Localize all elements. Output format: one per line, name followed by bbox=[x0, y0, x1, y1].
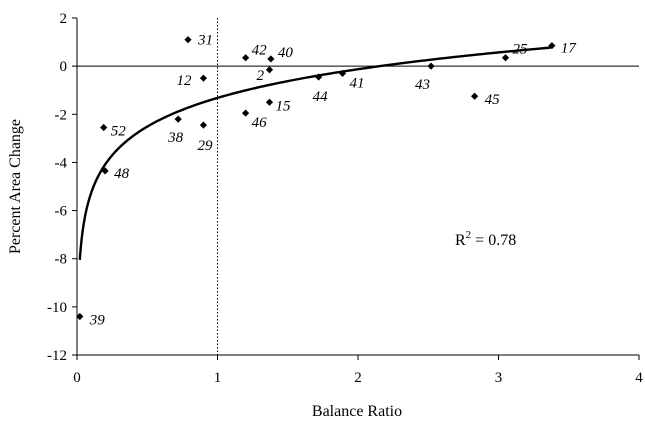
point-label-41: 41 bbox=[350, 75, 365, 91]
x-tick-label: 1 bbox=[214, 370, 222, 386]
r-squared-annotation: R2 = 0.78 bbox=[455, 229, 516, 249]
data-points bbox=[76, 36, 556, 321]
point-label-52: 52 bbox=[111, 124, 127, 140]
point-label-42: 42 bbox=[252, 43, 268, 59]
y-tick-label: -10 bbox=[47, 300, 67, 316]
y-tick-label: -2 bbox=[55, 107, 68, 123]
point-marker-41 bbox=[338, 69, 347, 77]
point-label-15: 15 bbox=[275, 98, 291, 114]
point-label-12: 12 bbox=[176, 73, 192, 89]
y-tick-label: -4 bbox=[55, 155, 68, 171]
point-marker-40 bbox=[267, 55, 275, 63]
point-marker-17 bbox=[548, 42, 556, 50]
point-marker-2 bbox=[265, 66, 274, 74]
trendline-group bbox=[78, 46, 551, 260]
point-label-46: 46 bbox=[252, 115, 268, 131]
point-marker-38 bbox=[174, 115, 182, 123]
point-label-2: 2 bbox=[256, 68, 264, 84]
point-label-38: 38 bbox=[167, 130, 184, 146]
y-tick-label: -8 bbox=[55, 252, 68, 268]
axes: 20-2-4-6-8-10-120 1 2 3 4 bbox=[47, 11, 643, 386]
point-marker-44 bbox=[315, 73, 323, 81]
x-tick-label: 2 bbox=[354, 370, 362, 386]
reference-lines bbox=[77, 18, 639, 355]
point-label-31: 31 bbox=[197, 33, 213, 49]
point-label-48: 48 bbox=[114, 166, 130, 182]
point-marker-15 bbox=[265, 98, 274, 106]
point-marker-39 bbox=[76, 312, 84, 321]
point-label-43: 43 bbox=[415, 77, 430, 93]
point-marker-46 bbox=[242, 109, 250, 117]
y-tick-label: -6 bbox=[55, 204, 68, 220]
point-label-25: 25 bbox=[513, 42, 529, 58]
point-label-39: 39 bbox=[89, 312, 106, 328]
point-marker-52 bbox=[100, 123, 108, 132]
point-label-29: 29 bbox=[197, 138, 213, 154]
y-tick-label: 2 bbox=[60, 11, 68, 27]
point-label-44: 44 bbox=[313, 89, 329, 105]
point-marker-12 bbox=[199, 74, 208, 82]
point-label-45: 45 bbox=[485, 92, 501, 108]
x-tick-label: 0 bbox=[73, 370, 81, 386]
y-tick-label: -12 bbox=[47, 348, 67, 364]
y-tick-label: 0 bbox=[60, 59, 68, 75]
point-marker-48 bbox=[101, 167, 109, 175]
log-trendline bbox=[78, 46, 551, 260]
point-marker-42 bbox=[242, 54, 250, 62]
point-label-40: 40 bbox=[278, 45, 294, 61]
y-axis-title: Percent Area Change bbox=[7, 119, 24, 254]
point-marker-29 bbox=[199, 121, 208, 129]
point-marker-43 bbox=[427, 62, 435, 70]
point-labels: 31 42 40 2 12 44 41 43 25 17 15 46 45 38 29 52 48 39 bbox=[89, 33, 578, 329]
x-axis-title: Balance Ratio bbox=[312, 403, 402, 420]
point-marker-45 bbox=[471, 92, 479, 100]
point-marker-25 bbox=[501, 54, 510, 62]
x-tick-label: 3 bbox=[495, 370, 503, 386]
x-tick-label: 4 bbox=[635, 370, 643, 386]
point-marker-31 bbox=[184, 36, 192, 44]
point-label-17: 17 bbox=[561, 41, 578, 57]
